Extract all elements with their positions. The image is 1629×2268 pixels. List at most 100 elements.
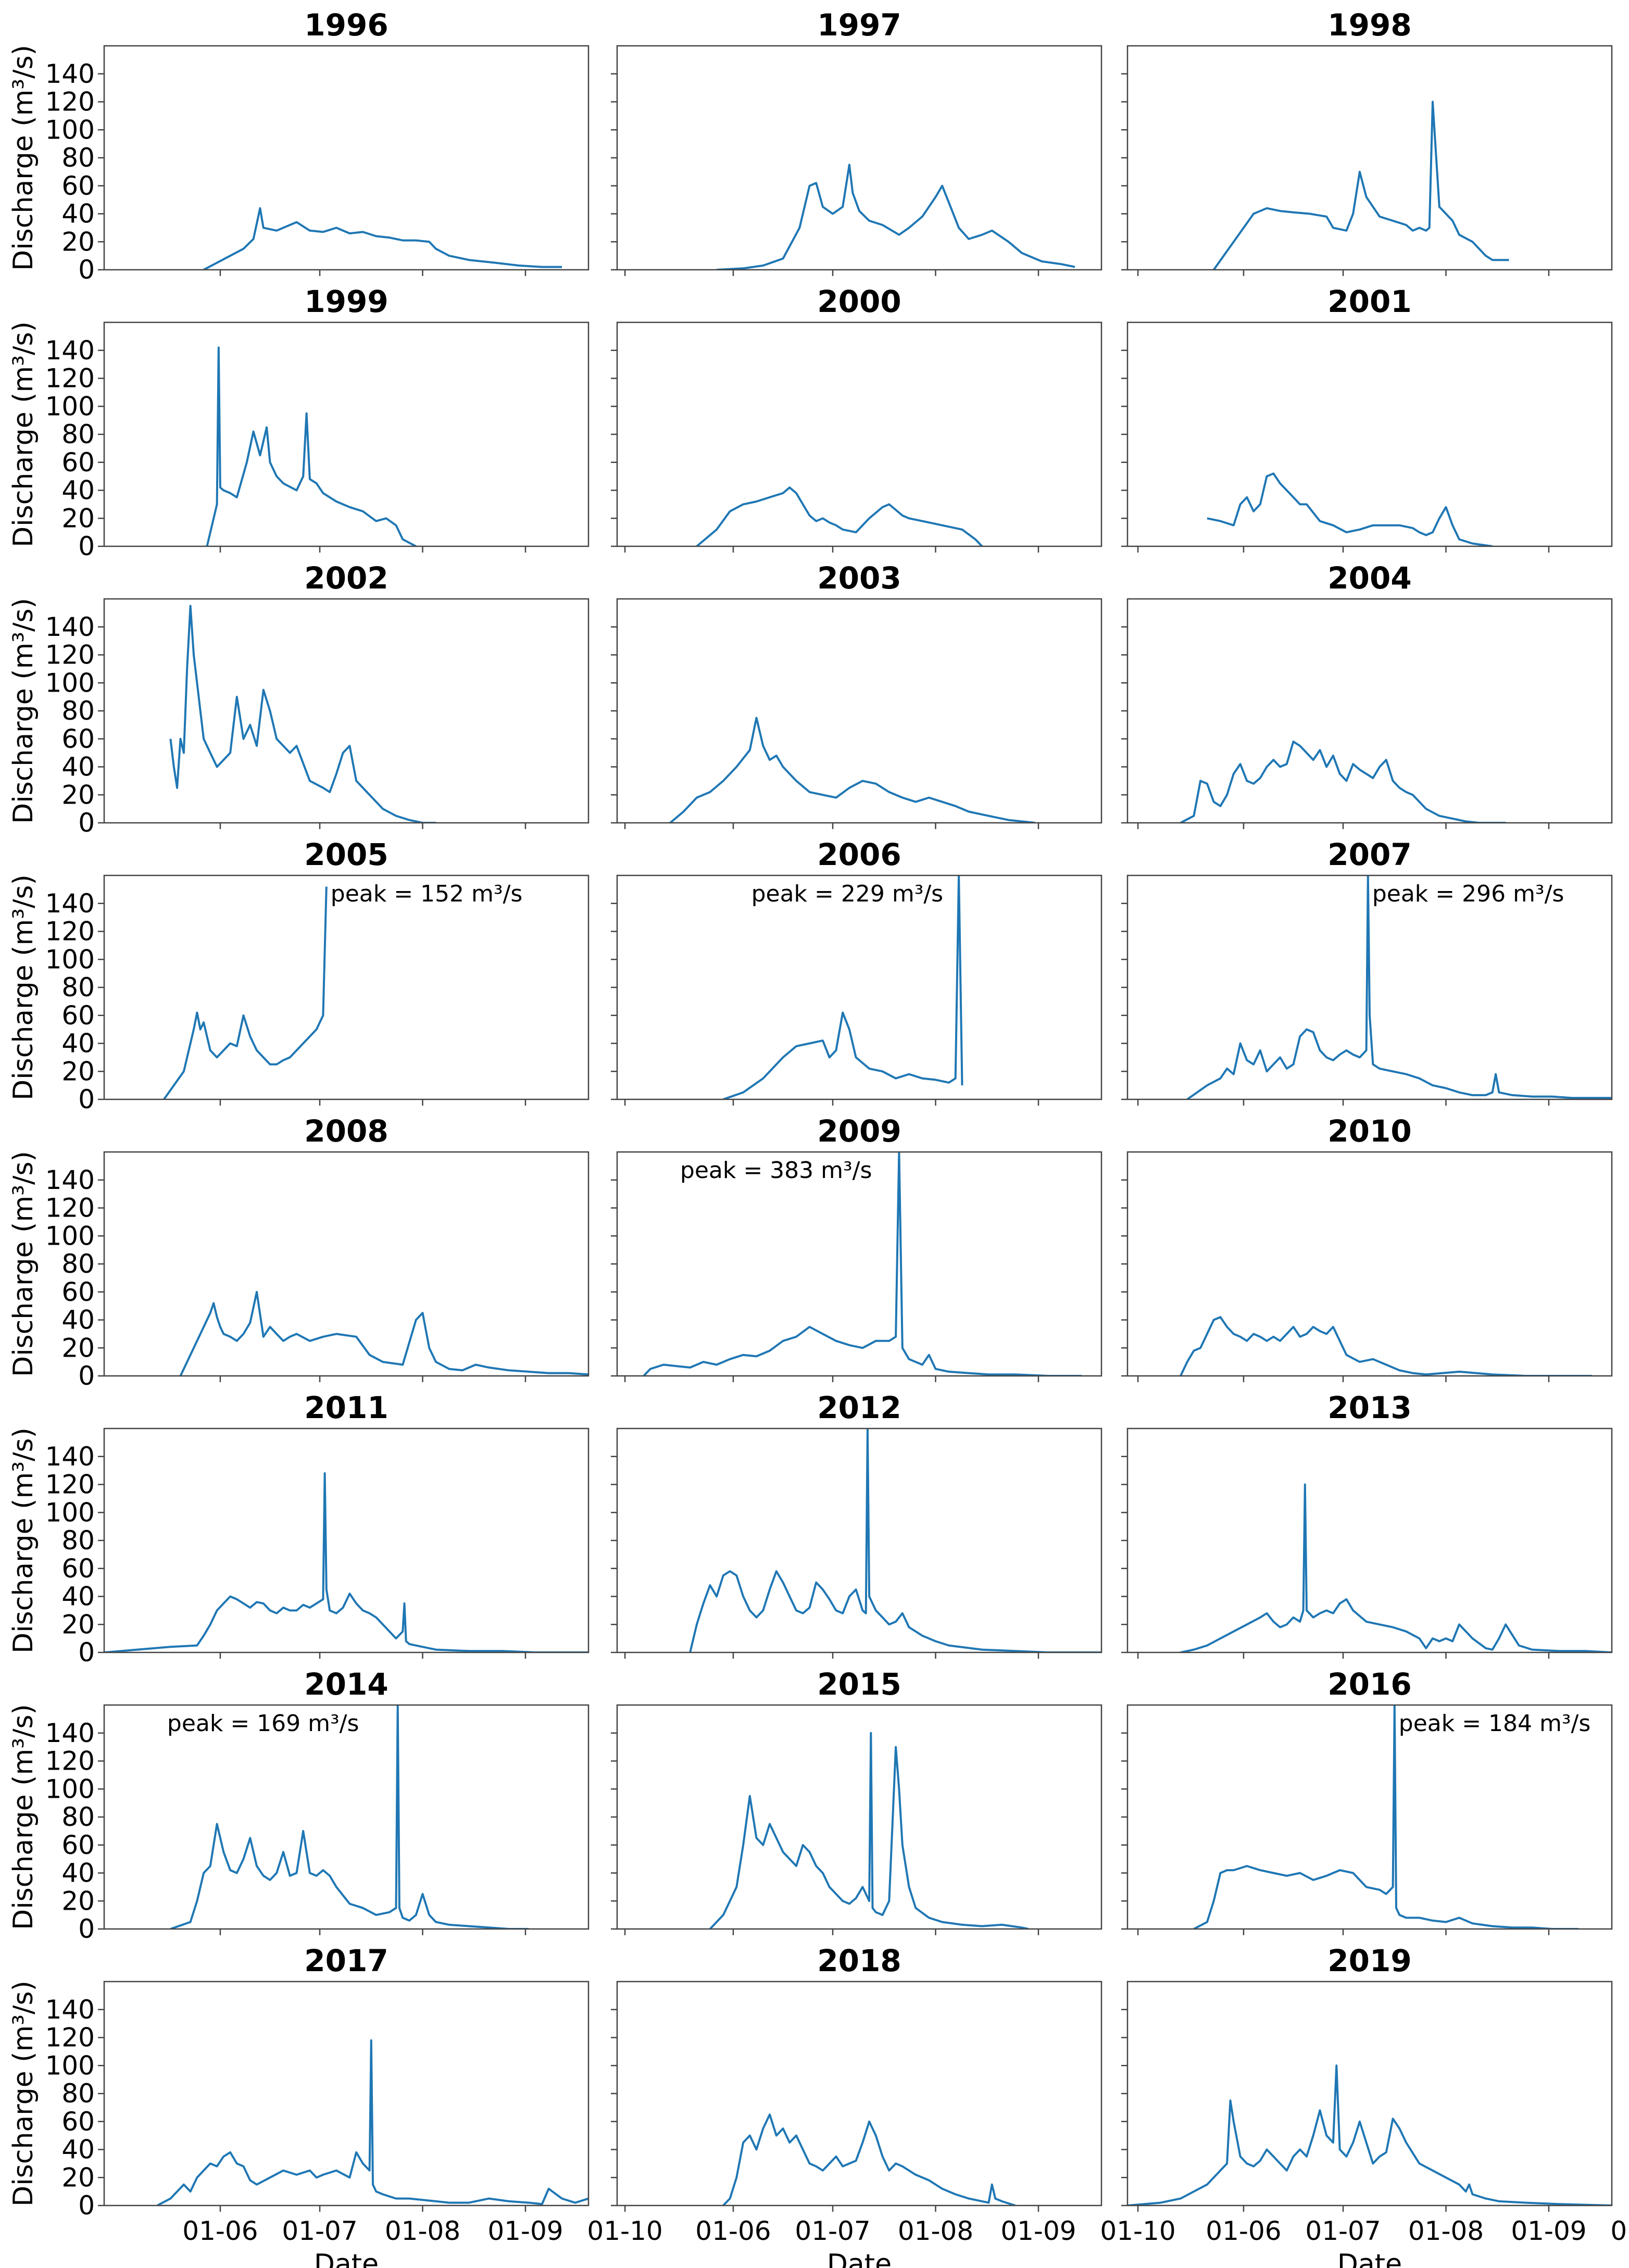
x-axis-label: Date <box>827 2249 892 2268</box>
y-tick-label: 80 <box>61 696 95 726</box>
x-tick-label: 01-06 <box>695 2216 771 2246</box>
discharge-series-line <box>709 1732 1029 1929</box>
plot-frame <box>103 1427 590 1653</box>
y-tick-label: 0 <box>78 808 95 838</box>
plot-frame <box>103 1151 590 1377</box>
discharge-series-line <box>1212 101 1509 270</box>
y-tick-label: 20 <box>61 780 95 810</box>
panel-title: 2003 <box>817 560 901 596</box>
y-tick-label: 20 <box>61 1056 95 1086</box>
discharge-series-line <box>179 1290 588 1376</box>
y-tick-label: 80 <box>61 1525 95 1556</box>
x-tick-label: 01-07 <box>282 2216 357 2246</box>
x-axis-label: Date <box>1337 2249 1402 2268</box>
discharge-series-line <box>689 1429 1101 1652</box>
peak-annotation: peak = 229 m³/s <box>751 881 944 907</box>
chart-panel-2001: 2001 <box>1121 284 1613 553</box>
y-tick-label: 120 <box>45 1470 95 1500</box>
y-tick-label: 100 <box>45 391 95 421</box>
y-tick-label: 60 <box>61 724 95 754</box>
y-tick-label: 100 <box>45 1221 95 1251</box>
y-tick-label: 40 <box>61 475 95 506</box>
panel-title: 2007 <box>1327 837 1411 872</box>
y-tick-label: 40 <box>61 1858 95 1888</box>
x-tick-label: 01-10 <box>1100 2216 1175 2246</box>
y-tick-label: 120 <box>45 640 95 670</box>
x-axis-label: Date <box>314 2249 379 2268</box>
chart-panel-2013: 2013 <box>1121 1390 1613 1659</box>
y-tick-label: 80 <box>61 972 95 1003</box>
y-tick-label: 120 <box>45 1193 95 1223</box>
plot-frame <box>1126 45 1613 271</box>
y-tick-label: 60 <box>61 1277 95 1307</box>
y-tick-label: 140 <box>45 335 95 366</box>
y-tick-label: 80 <box>61 419 95 449</box>
y-axis-label: Discharge (m³/s) <box>8 1704 39 1930</box>
discharge-series-line <box>156 2039 588 2206</box>
plot-frame <box>103 1981 590 2207</box>
y-tick-label: 100 <box>45 2050 95 2081</box>
panel-title: 2013 <box>1327 1390 1411 1425</box>
discharge-series-line <box>669 717 1035 823</box>
y-tick-label: 40 <box>61 752 95 782</box>
x-tick-label: 01-07 <box>1305 2216 1381 2246</box>
y-tick-label: 120 <box>45 1746 95 1776</box>
plot-frame <box>616 1151 1102 1377</box>
plot-frame <box>616 1427 1102 1653</box>
y-tick-label: 40 <box>61 1305 95 1335</box>
y-tick-label: 80 <box>61 2078 95 2109</box>
y-tick-label: 60 <box>61 1000 95 1031</box>
chart-panel-1997: 1997 <box>611 7 1139 276</box>
panel-title: 2014 <box>304 1666 388 1702</box>
y-tick-label: 140 <box>45 59 95 89</box>
discharge-series-line <box>163 886 328 1099</box>
chart-panel-2006: 2006 peak = 229 m³/s <box>611 837 1139 1106</box>
panel-title: 1996 <box>304 7 388 43</box>
y-tick-label: 60 <box>61 447 95 478</box>
panel-title: 1997 <box>817 7 901 43</box>
plot-frame <box>103 45 590 271</box>
y-tick-label: 80 <box>61 1249 95 1279</box>
x-tick-label: 01-08 <box>385 2216 460 2246</box>
y-tick-label: 100 <box>45 1497 95 1527</box>
plot-frame <box>1126 598 1613 824</box>
y-tick-label: 140 <box>45 612 95 642</box>
y-tick-label: 80 <box>61 1802 95 1832</box>
chart-panel-2018: 2018 01-06 01-07 01-08 01-09 01-10 Date <box>611 1943 1176 2268</box>
discharge-series-line <box>104 1472 588 1652</box>
discharge-series-line <box>1207 472 1493 546</box>
discharge-series-line <box>716 164 1075 270</box>
panel-title: 2006 <box>817 837 901 872</box>
chart-panel-2007: 2007 peak = 296 m³/s <box>1121 837 1613 1106</box>
y-axis-label: Discharge (m³/s) <box>8 1427 39 1653</box>
y-tick-label: 40 <box>61 2135 95 2165</box>
y-tick-label: 60 <box>61 2107 95 2137</box>
panel-title: 2012 <box>817 1390 901 1425</box>
discharge-series-line <box>169 605 436 823</box>
y-tick-label: 0 <box>78 2190 95 2221</box>
x-tick-label: 01-09 <box>1000 2216 1076 2246</box>
x-tick-label: 01-08 <box>1408 2216 1484 2246</box>
plot-frame <box>1126 1704 1613 1930</box>
panel-title: 2000 <box>817 284 901 319</box>
x-tick-label: 01-10 <box>1610 2216 1629 2246</box>
discharge-series-line <box>722 2113 1016 2206</box>
x-tick-label: 01-09 <box>487 2216 563 2246</box>
plot-frame <box>1126 1427 1613 1653</box>
y-tick-label: 20 <box>61 1333 95 1363</box>
panel-title: 2005 <box>304 837 388 872</box>
x-tick-label: 01-06 <box>1206 2216 1281 2246</box>
y-tick-label: 140 <box>45 1165 95 1195</box>
y-tick-label: 40 <box>61 1582 95 1612</box>
panel-title: 2008 <box>304 1113 388 1149</box>
chart-panel-2015: 2015 <box>611 1666 1139 1935</box>
peak-annotation: peak = 169 m³/s <box>167 1710 359 1737</box>
panel-title: 2019 <box>1327 1943 1411 1978</box>
discharge-series-line <box>1127 2064 1612 2206</box>
y-tick-label: 0 <box>78 1914 95 1944</box>
